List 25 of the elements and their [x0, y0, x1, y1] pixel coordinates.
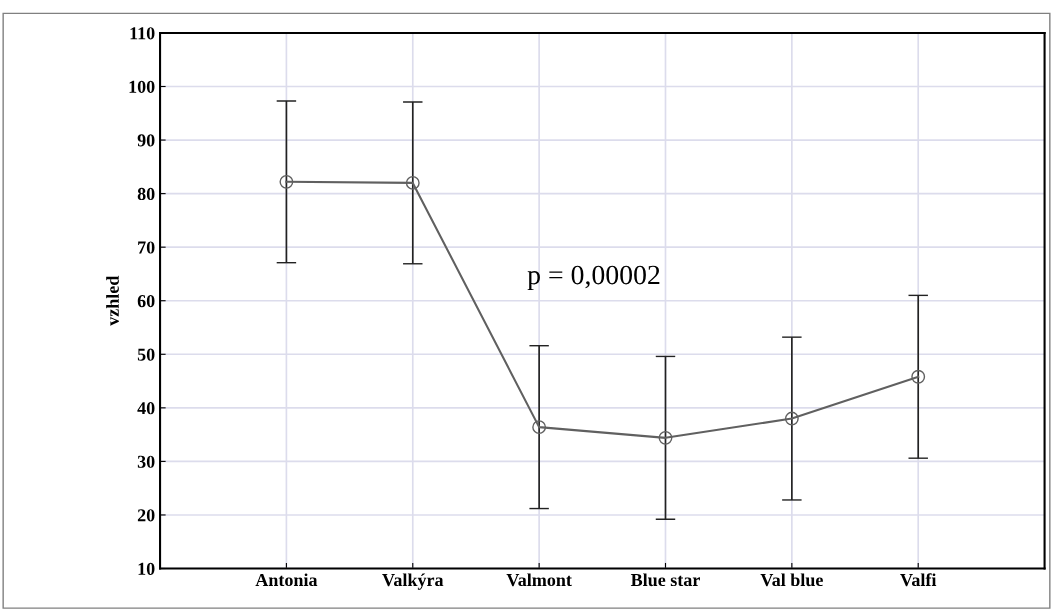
point: [532, 420, 547, 435]
y-tick-label: 110: [130, 27, 155, 40]
point: [405, 175, 420, 190]
y-tick-label: 80: [137, 187, 155, 201]
x-tick-label: Blue star: [630, 573, 700, 587]
y-tick-label: 60: [137, 294, 155, 308]
y-tick-label: 20: [137, 509, 155, 522]
x-tick-label: Val blue: [760, 573, 823, 587]
x-tick-label: Valfi: [900, 573, 937, 587]
y-tick-label: 40: [137, 402, 155, 415]
y-tick-label: 10: [138, 562, 155, 575]
y-tick-label: 50: [137, 348, 155, 361]
y-tick-label: 30: [137, 455, 155, 468]
point: [279, 174, 294, 189]
point: [784, 411, 799, 426]
annotation: p = 0,00002: [527, 265, 660, 291]
point: [911, 369, 926, 384]
y-tick-label: 100: [129, 80, 155, 93]
y-tick-label: 70: [138, 241, 155, 254]
point: [658, 430, 673, 445]
y-axis-title: vzhled: [106, 275, 119, 326]
x-tick-label: Antonia: [255, 573, 318, 587]
x-tick-label: Valmont: [506, 573, 572, 587]
y-tick-label: 90: [137, 134, 155, 147]
x-tick-label: Valkýra: [382, 573, 444, 590]
